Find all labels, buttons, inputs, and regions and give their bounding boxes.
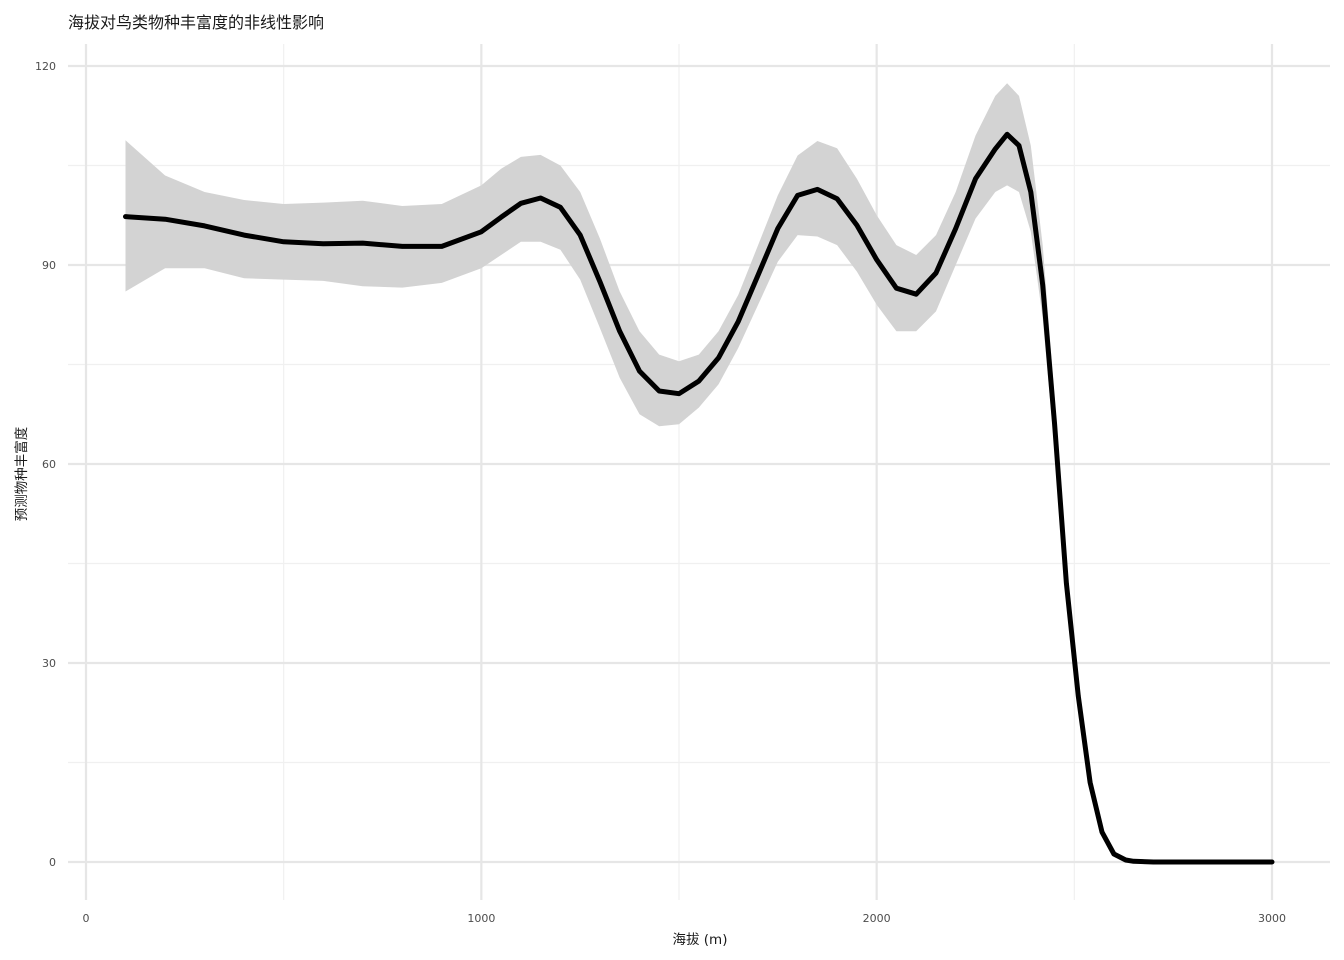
tick-labels: 0 1000 2000 3000 0 30 60 90 120 (35, 60, 1286, 925)
x-tick-label: 0 (83, 912, 90, 925)
confidence-ribbon-layer (125, 83, 1272, 862)
y-tick-label: 60 (42, 458, 56, 471)
y-tick-label: 0 (49, 856, 56, 869)
major-gridlines (68, 44, 1330, 900)
confidence-ribbon (125, 83, 1272, 862)
x-axis-label: 海拔 (m) (672, 932, 728, 948)
minor-gridlines (68, 44, 1330, 900)
y-axis-label: 预测物种丰富度 (14, 426, 30, 522)
y-tick-label: 90 (42, 259, 56, 272)
fitted-line-layer (123, 131, 1275, 865)
x-tick-label: 1000 (467, 912, 495, 925)
x-tick-label: 2000 (863, 912, 891, 925)
y-tick-label: 30 (42, 657, 56, 670)
chart-title: 海拔对鸟类物种丰富度的非线性影响 (68, 13, 325, 32)
x-tick-label: 3000 (1258, 912, 1286, 925)
fitted-line (123, 131, 1275, 865)
y-tick-label: 120 (35, 60, 56, 73)
